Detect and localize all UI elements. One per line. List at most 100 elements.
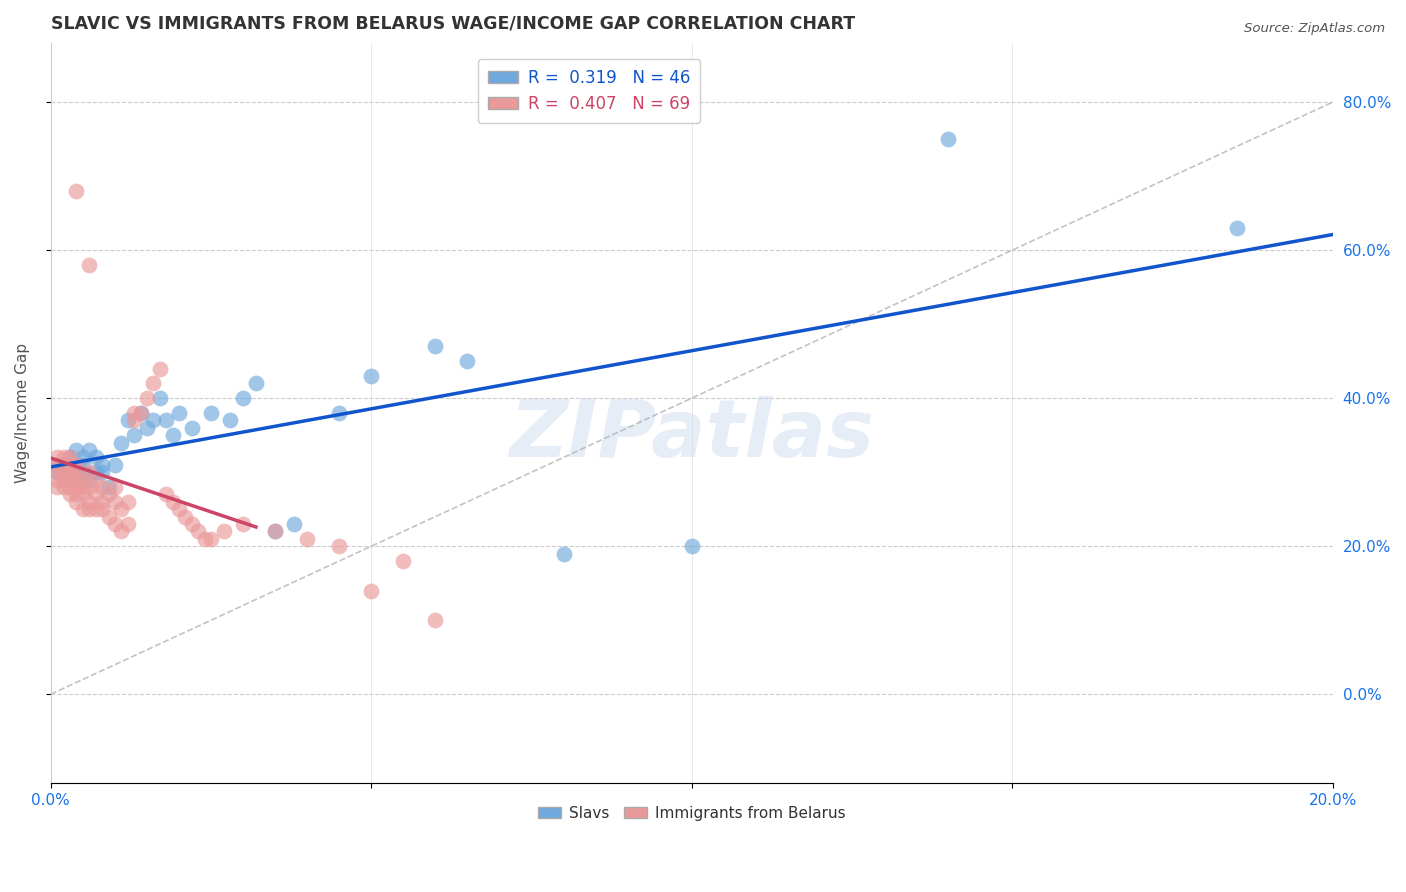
Point <box>46 473 69 487</box>
Point <box>122 406 145 420</box>
Point <box>264 524 287 539</box>
Point <box>84 502 107 516</box>
Point <box>174 509 197 524</box>
Point <box>46 458 69 472</box>
Point <box>52 473 75 487</box>
Point <box>110 502 132 516</box>
Point <box>91 465 114 479</box>
Point <box>59 465 82 479</box>
Point <box>46 450 69 465</box>
Point <box>155 487 177 501</box>
Point <box>97 480 120 494</box>
Point <box>59 458 82 472</box>
Point <box>264 524 287 539</box>
Point <box>194 532 217 546</box>
Y-axis label: Wage/Income Gap: Wage/Income Gap <box>15 343 30 483</box>
Point <box>65 184 87 198</box>
Point <box>553 547 575 561</box>
Point <box>232 516 254 531</box>
Point <box>110 524 132 539</box>
Point <box>52 480 75 494</box>
Legend: Slavs, Immigrants from Belarus: Slavs, Immigrants from Belarus <box>531 800 852 827</box>
Point <box>72 465 94 479</box>
Point <box>167 406 190 420</box>
Point <box>65 473 87 487</box>
Point <box>129 406 152 420</box>
Point <box>65 465 87 479</box>
Point <box>52 473 75 487</box>
Point <box>681 539 703 553</box>
Point <box>149 391 172 405</box>
Point <box>142 413 165 427</box>
Point <box>136 391 159 405</box>
Point <box>84 473 107 487</box>
Point <box>72 502 94 516</box>
Point <box>72 473 94 487</box>
Point <box>117 413 139 427</box>
Point <box>84 487 107 501</box>
Point <box>392 554 415 568</box>
Point <box>104 480 127 494</box>
Point <box>79 473 101 487</box>
Point <box>200 532 222 546</box>
Point <box>65 442 87 457</box>
Point <box>84 465 107 479</box>
Point <box>72 458 94 472</box>
Point <box>59 473 82 487</box>
Point <box>149 361 172 376</box>
Point <box>79 502 101 516</box>
Point <box>104 458 127 472</box>
Point <box>97 509 120 524</box>
Point <box>129 406 152 420</box>
Point <box>97 487 120 501</box>
Point <box>79 258 101 272</box>
Point <box>59 458 82 472</box>
Point <box>232 391 254 405</box>
Point <box>79 465 101 479</box>
Text: SLAVIC VS IMMIGRANTS FROM BELARUS WAGE/INCOME GAP CORRELATION CHART: SLAVIC VS IMMIGRANTS FROM BELARUS WAGE/I… <box>51 15 855 33</box>
Text: Source: ZipAtlas.com: Source: ZipAtlas.com <box>1244 22 1385 36</box>
Point <box>122 413 145 427</box>
Point <box>219 413 242 427</box>
Point <box>52 465 75 479</box>
Point <box>297 532 319 546</box>
Point <box>936 132 959 146</box>
Point <box>200 406 222 420</box>
Point <box>46 465 69 479</box>
Point <box>91 458 114 472</box>
Point <box>72 450 94 465</box>
Point <box>46 458 69 472</box>
Point <box>122 428 145 442</box>
Point <box>162 495 184 509</box>
Point <box>79 442 101 457</box>
Point <box>65 487 87 501</box>
Point <box>456 354 478 368</box>
Point <box>52 450 75 465</box>
Point <box>360 583 382 598</box>
Point <box>91 480 114 494</box>
Point <box>46 480 69 494</box>
Point <box>180 516 202 531</box>
Point <box>59 465 82 479</box>
Point <box>59 450 82 465</box>
Point <box>59 487 82 501</box>
Point <box>167 502 190 516</box>
Point <box>142 376 165 391</box>
Point <box>425 613 447 627</box>
Point <box>65 458 87 472</box>
Point <box>162 428 184 442</box>
Point <box>72 480 94 494</box>
Point <box>187 524 209 539</box>
Point <box>65 465 87 479</box>
Point <box>65 480 87 494</box>
Point <box>59 450 82 465</box>
Point <box>72 487 94 501</box>
Point <box>65 495 87 509</box>
Point <box>91 495 114 509</box>
Text: ZIPatlas: ZIPatlas <box>509 396 875 475</box>
Point <box>212 524 235 539</box>
Point <box>104 495 127 509</box>
Point <box>79 495 101 509</box>
Point <box>283 516 305 531</box>
Point <box>65 458 87 472</box>
